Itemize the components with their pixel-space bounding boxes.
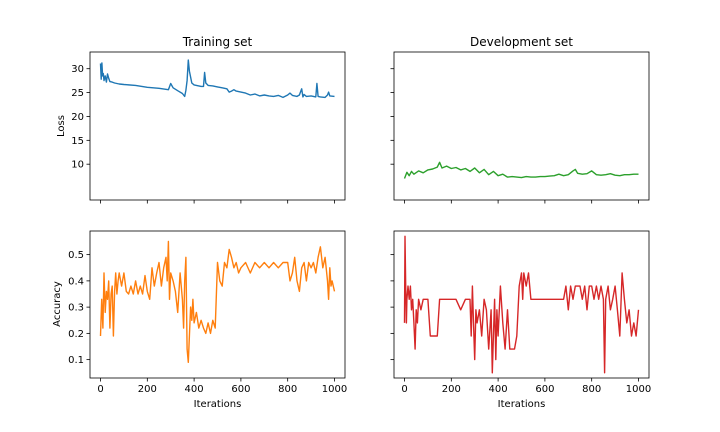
x-tick-label: 200 (138, 384, 157, 395)
x-tick-label: 600 (535, 384, 554, 395)
axes-frame (89, 230, 346, 379)
y-tick-label: 25 (71, 88, 84, 99)
y-tick-label: 0.1 (68, 355, 84, 366)
ticks: 0 200 400 600 800 1000 0.1 0.2 0.3 0.4 0.5 (68, 250, 347, 395)
x-tick-label: 800 (278, 384, 297, 395)
axes-frame (393, 230, 650, 379)
panel-training-accuracy: Accuracy Iterations 0 200 400 600 800 1000 0.1… (52, 230, 347, 410)
series (403, 235, 640, 374)
panel-development-loss: Development set (390, 35, 650, 204)
y-tick-label: 0.2 (68, 329, 84, 340)
ticks (390, 68, 639, 204)
x-tick-label: 0 (97, 384, 103, 395)
series (99, 240, 336, 363)
ticks: 10 15 20 25 30 (71, 64, 335, 204)
panel-title: Development set (470, 35, 573, 49)
ticks: 0 200 400 600 800 1000 (390, 254, 651, 395)
x-tick-label: 0 (401, 384, 407, 395)
x-tick-label: 1000 (626, 384, 651, 395)
series (403, 161, 639, 179)
series (99, 59, 335, 99)
x-tick-label: 400 (489, 384, 508, 395)
x-axis-label: Iterations (194, 399, 242, 410)
axes-frame (393, 51, 650, 201)
y-tick-label: 0.4 (68, 276, 84, 287)
series-line (99, 59, 335, 99)
x-tick-label: 400 (185, 384, 204, 395)
x-axis-label: Iterations (498, 399, 546, 410)
y-tick-label: 10 (71, 160, 84, 171)
axes-frame (89, 51, 346, 201)
y-tick-label: 15 (71, 136, 84, 147)
y-tick-label: 0.5 (68, 250, 84, 261)
x-tick-label: 200 (442, 384, 461, 395)
panel-title: Training set (182, 35, 253, 49)
series-line (403, 235, 640, 374)
y-axis-label: Accuracy (52, 281, 63, 327)
y-axis-label: Loss (56, 115, 67, 137)
series-line (99, 240, 336, 363)
panel-development-accuracy: Iterations 0 200 400 600 800 1000 (390, 230, 651, 410)
y-tick-label: 30 (71, 64, 84, 75)
x-tick-label: 600 (231, 384, 250, 395)
panel-training-loss: Training set Loss 10 15 20 25 30 (56, 35, 346, 204)
x-tick-label: 1000 (322, 384, 347, 395)
x-tick-label: 800 (582, 384, 601, 395)
series-line (403, 161, 639, 179)
y-tick-label: 20 (71, 112, 84, 123)
y-tick-label: 0.3 (68, 303, 84, 314)
